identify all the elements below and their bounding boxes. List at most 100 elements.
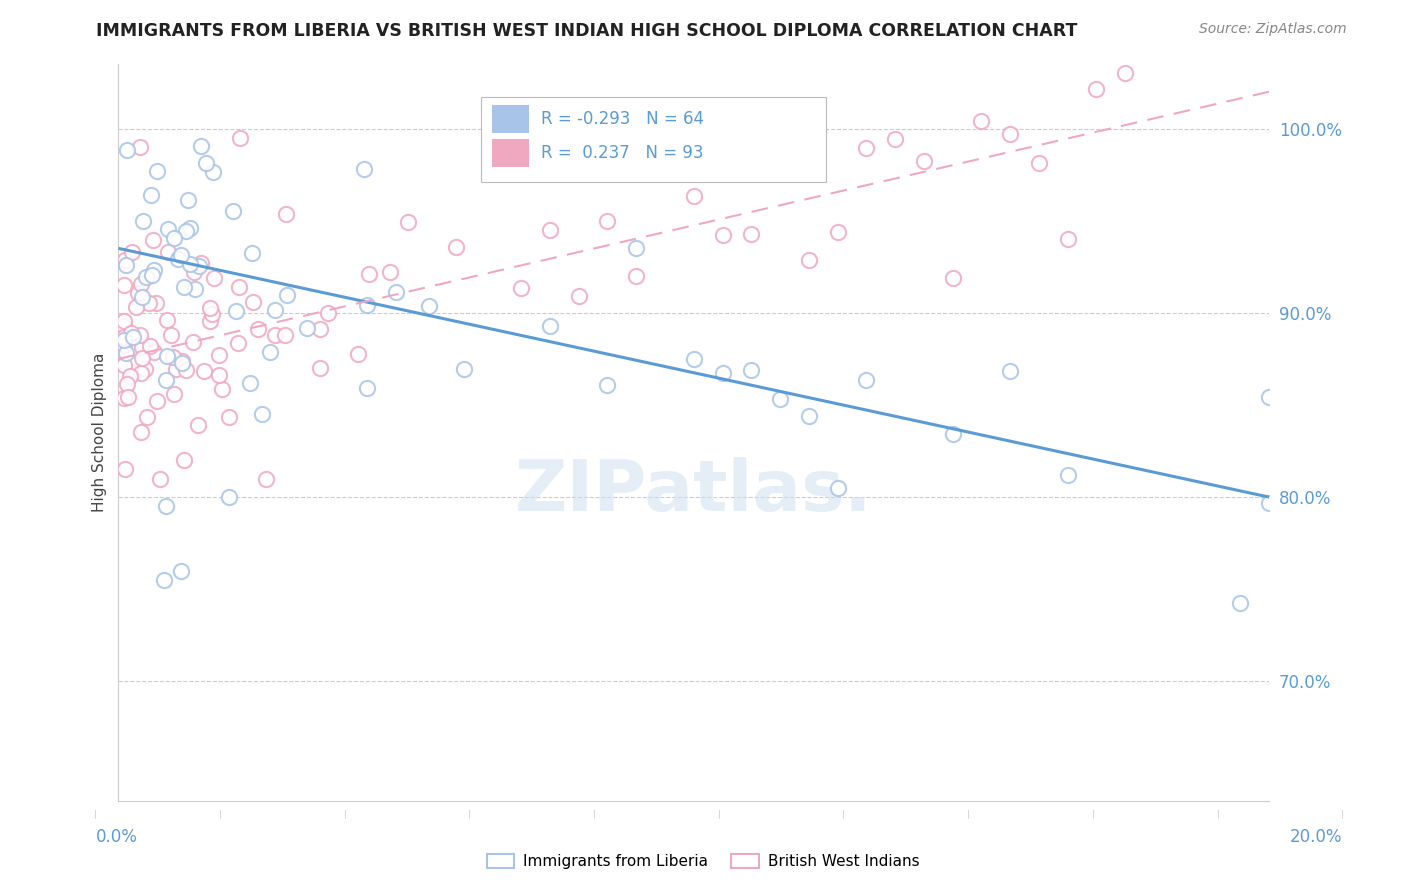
Point (769, 156, 792, 170)
Point (208, 348, 231, 362)
Point (510, 281, 533, 295)
Point (121, 244, 143, 259)
Point (156, 349, 179, 363)
Point (912, 154, 935, 169)
Point (115, 377, 138, 392)
Point (225, 303, 247, 318)
Point (174, 362, 197, 376)
Point (184, 282, 207, 296)
Point (129, 425, 152, 439)
Point (418, 299, 440, 313)
Point (156, 245, 179, 260)
Point (157, 222, 180, 236)
Point (201, 307, 224, 321)
Point (138, 295, 160, 310)
Point (155, 373, 177, 387)
Point (187, 259, 209, 273)
Point (187, 417, 209, 432)
Text: |: | (468, 810, 471, 819)
Point (173, 280, 195, 294)
Y-axis label: High School Diploma: High School Diploma (93, 353, 107, 512)
Point (170, 564, 193, 578)
Point (114, 462, 136, 476)
Text: |: | (1092, 810, 1095, 819)
Point (769, 392, 792, 407)
Point (276, 288, 298, 302)
Point (112, 358, 135, 372)
Point (162, 230, 184, 244)
Point (181, 334, 204, 349)
Point (226, 336, 249, 351)
Point (135, 270, 157, 285)
Text: |: | (219, 810, 222, 819)
Point (179, 221, 201, 235)
Point (163, 387, 186, 401)
Point (1085, 82, 1108, 96)
Point (120, 326, 142, 340)
Point (384, 285, 406, 299)
Point (453, 362, 475, 376)
Point (884, 132, 907, 146)
Point (998, 364, 1021, 378)
Point (242, 295, 264, 310)
Point (682, 189, 704, 203)
Point (1028, 155, 1050, 169)
Point (239, 376, 262, 391)
Point (114, 252, 136, 267)
Point (193, 364, 215, 378)
Point (797, 409, 820, 423)
Text: |: | (842, 810, 845, 819)
Point (160, 328, 183, 343)
Text: R =  0.237   N = 93: R = 0.237 N = 93 (541, 144, 703, 161)
Point (596, 378, 619, 392)
Point (115, 144, 138, 158)
Point (855, 374, 877, 388)
Point (165, 362, 187, 376)
Point (112, 278, 135, 293)
Point (626, 268, 648, 283)
Text: |: | (94, 810, 97, 819)
Text: Source: ZipAtlas.com: Source: ZipAtlas.com (1199, 22, 1347, 37)
Point (112, 338, 135, 352)
Point (295, 321, 318, 335)
Point (190, 139, 212, 153)
Point (218, 409, 240, 424)
Point (124, 301, 146, 315)
Point (855, 140, 877, 154)
Point (146, 393, 169, 408)
Point (274, 207, 297, 221)
Bar (492, 138, 529, 167)
Point (127, 285, 149, 300)
Point (143, 345, 166, 359)
Text: |: | (1216, 810, 1219, 819)
Point (195, 156, 218, 170)
Point (141, 268, 163, 282)
Text: ZIPatlas.: ZIPatlas. (515, 457, 873, 526)
Point (112, 314, 135, 328)
Point (228, 279, 250, 293)
Point (247, 321, 270, 335)
Point (120, 368, 142, 383)
Point (174, 224, 197, 238)
Point (1258, 496, 1281, 510)
Point (316, 306, 339, 320)
Point (942, 427, 965, 442)
Point (170, 247, 193, 261)
Point (129, 366, 152, 380)
Text: |: | (593, 810, 596, 819)
Point (156, 313, 179, 327)
Point (218, 490, 240, 504)
Point (264, 302, 287, 317)
Point (250, 408, 273, 422)
Text: |: | (967, 810, 970, 819)
Point (172, 356, 194, 370)
Point (139, 188, 162, 202)
Text: |: | (1341, 810, 1344, 819)
Point (112, 330, 135, 344)
Point (998, 127, 1021, 141)
Point (396, 215, 419, 229)
Point (711, 366, 734, 380)
Point (117, 390, 139, 404)
Point (115, 346, 138, 360)
Point (112, 319, 135, 334)
